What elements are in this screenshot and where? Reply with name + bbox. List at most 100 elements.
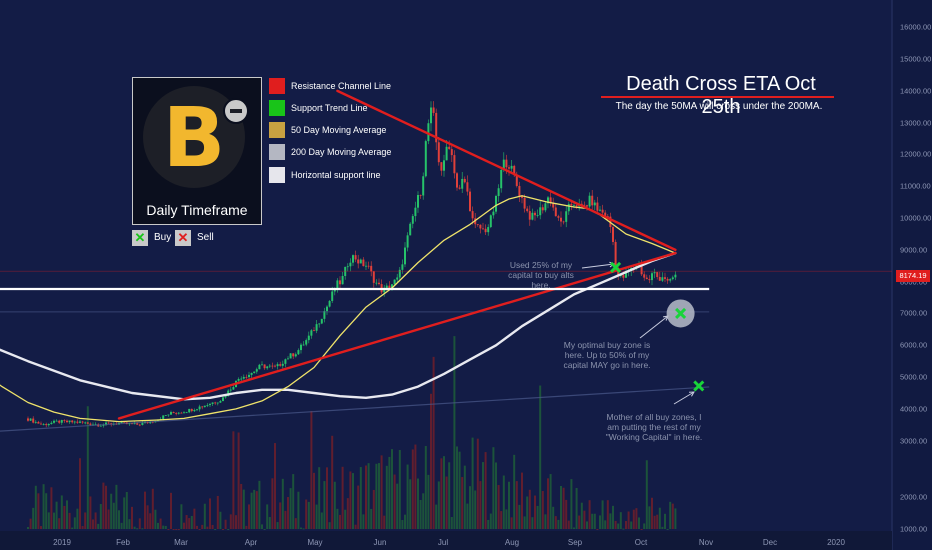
candle-body [471, 211, 474, 219]
sell-x-icon: ✕ [175, 230, 191, 246]
candle-body [528, 211, 531, 220]
volume-bar [344, 509, 347, 529]
volume-bar [185, 515, 188, 529]
volume-bar [188, 518, 191, 529]
volume-bar [656, 514, 659, 529]
candle-body [63, 420, 66, 421]
volume-bar [27, 527, 29, 529]
x-tick-label: Feb [116, 538, 130, 547]
candle-body [378, 282, 380, 285]
volume-bar [214, 529, 217, 530]
volume-bar [164, 525, 167, 529]
volume-bar [383, 515, 386, 529]
volume-bar [232, 431, 235, 529]
x-tick-label: Apr [244, 538, 258, 547]
candle-body [492, 211, 495, 216]
volume-bar [513, 454, 516, 529]
candle-body [211, 402, 214, 404]
volume-bar [671, 503, 674, 529]
volume-bar [97, 523, 100, 529]
annotation-optimal-zone: My optimal buy zone is here. Up to 50% o… [563, 340, 651, 370]
volume-bar [450, 516, 453, 529]
x-tick-label: Nov [698, 538, 714, 547]
volume-bar [651, 497, 653, 529]
candle-body [443, 160, 445, 171]
volume-bar [627, 511, 630, 529]
time-scale-panel [0, 531, 892, 550]
candle-body [229, 389, 232, 391]
volume-bar [198, 529, 201, 530]
volume-bar [60, 495, 63, 529]
volume-bar [573, 527, 575, 529]
candle-body [588, 195, 591, 207]
candle-body [183, 412, 185, 414]
candle-body [385, 285, 388, 288]
candle-body [58, 420, 61, 423]
candle-body [562, 221, 565, 223]
volume-bar [292, 474, 295, 529]
volume-bar [240, 483, 243, 529]
candle-body [151, 421, 154, 423]
volume-bar [175, 529, 178, 530]
volume-bar [365, 465, 367, 529]
candle-body [651, 273, 653, 281]
candle-body [539, 207, 542, 216]
volume-bar [653, 515, 656, 529]
volume-bar [248, 504, 250, 529]
candle-body [510, 165, 513, 169]
volume-bar [245, 525, 248, 529]
candle-body [60, 420, 63, 423]
volume-bar [37, 493, 40, 529]
legend-label: Resistance Channel Line [291, 81, 392, 91]
x-tick-label: Sep [567, 538, 583, 547]
candle-body [557, 216, 560, 218]
candle-body [47, 424, 50, 426]
candle-body [523, 197, 526, 209]
candle-body [305, 340, 308, 345]
volume-bar [237, 432, 240, 529]
volume-bar [578, 515, 581, 529]
volume-bar [484, 452, 487, 529]
candle-body [625, 271, 627, 278]
volume-bar [409, 479, 412, 529]
volume-bar [456, 446, 458, 529]
volume-bar [320, 512, 323, 529]
candle-body [411, 216, 414, 224]
candle-body [427, 123, 430, 142]
candle-body [554, 207, 557, 217]
volume-bar [284, 510, 287, 529]
candle-body [658, 276, 661, 281]
candle-body [640, 264, 643, 275]
volume-bar [380, 455, 383, 529]
volume-bar [674, 508, 677, 529]
volume-bar [461, 477, 464, 529]
candle-body [648, 279, 651, 281]
candle-body [333, 288, 336, 292]
volume-bar [617, 523, 620, 529]
ma50-line [0, 195, 677, 423]
candle-body [193, 410, 196, 412]
volume-bar [305, 499, 308, 529]
volume-bar [502, 475, 505, 529]
volume-bar [591, 513, 594, 529]
y-tick-label: 14000.00 [900, 86, 932, 96]
volume-bar [271, 478, 274, 529]
x-tick-label: Mar [174, 538, 188, 547]
volume-bar [79, 458, 81, 529]
candle-body [164, 415, 167, 416]
volume-bar [118, 510, 120, 529]
candle-body [424, 141, 427, 177]
volume-bar [68, 512, 71, 529]
volume-bar [128, 519, 131, 529]
candle-body [73, 421, 76, 423]
volume-bar [71, 527, 74, 529]
volume-bar [505, 509, 508, 529]
candle-body [534, 212, 536, 216]
volume-bar [242, 489, 245, 529]
candle-body [71, 420, 74, 423]
candle-body [162, 415, 165, 419]
volume-bar [367, 463, 370, 529]
candle-body [120, 421, 123, 424]
candle-body [388, 285, 391, 289]
candle-body [622, 275, 625, 278]
